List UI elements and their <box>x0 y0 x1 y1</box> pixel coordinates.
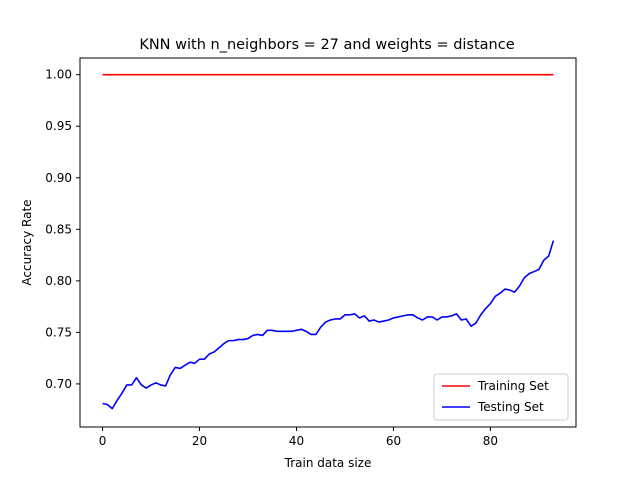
chart-title: KNN with n_neighbors = 27 and weights = … <box>139 37 514 53</box>
y-tick-label: 0.75 <box>45 325 72 339</box>
x-tick-label: 0 <box>99 434 107 448</box>
y-axis-label: Accuracy Rate <box>20 199 34 285</box>
series-line-1 <box>102 240 555 410</box>
legend: Training Set Testing Set <box>433 373 569 421</box>
legend-label: Testing Set <box>477 400 544 414</box>
plot-frame <box>79 57 577 428</box>
y-tick-label: 0.95 <box>45 119 72 133</box>
y-tick-label: 0.80 <box>45 274 72 288</box>
y-tick-label: 0.70 <box>45 377 72 391</box>
y-tick-label: 1.00 <box>45 68 72 82</box>
x-tick-label: 20 <box>192 434 207 448</box>
plot-lines <box>102 73 555 410</box>
x-tick-label: 60 <box>386 434 401 448</box>
legend-label: Training Set <box>477 379 549 393</box>
y-tick-label: 0.85 <box>45 222 72 236</box>
y-axis: 0.70 0.75 0.80 0.85 0.90 0.95 1.00 <box>45 68 80 391</box>
x-tick-label: 40 <box>289 434 304 448</box>
x-axis: 0 20 40 60 80 <box>99 427 498 448</box>
x-tick-label: 80 <box>483 434 498 448</box>
x-axis-label: Train data size <box>284 456 372 470</box>
y-tick-label: 0.90 <box>45 171 72 185</box>
